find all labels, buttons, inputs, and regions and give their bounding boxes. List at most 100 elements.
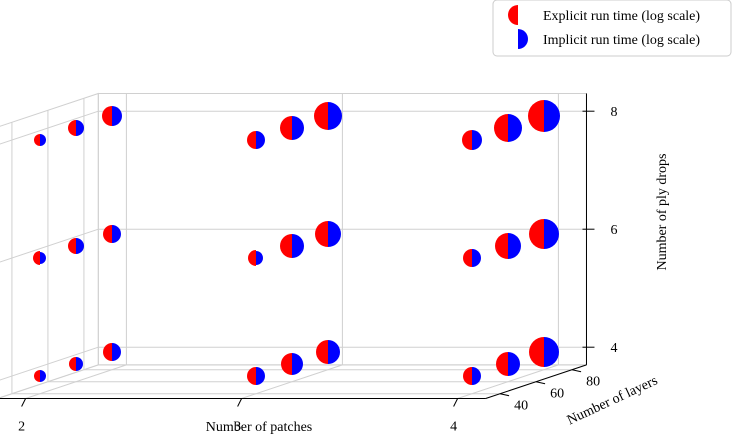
x-axis-label: Number of patches [206,420,313,435]
y-tick [499,393,510,397]
explicit-half-marker [103,225,112,243]
x-tick [21,398,27,407]
implicit-half-marker [508,114,522,142]
legend-label-implicit: Implicit run time (log scale) [543,33,700,48]
data-point [247,131,265,149]
x-tick-label: 4 [450,420,457,435]
explicit-half-marker [462,130,472,150]
x-tick-label: 3 [234,420,241,435]
implicit-half-marker [40,252,46,264]
implicit-half-marker [544,219,559,249]
data-point [68,238,84,254]
z-axis-label: Number of ply drops [655,153,670,270]
legend-implicit-half-marker [518,29,528,49]
data-point [494,114,522,142]
explicit-half-marker [314,102,328,130]
explicit-half-marker [280,116,292,140]
implicit-half-marker [76,238,84,254]
explicit-half-marker [102,106,112,126]
explicit-half-marker [496,352,508,376]
implicit-half-marker [112,343,121,361]
implicit-half-marker [112,106,122,126]
y-axis-label: Number of layers [565,373,660,428]
data-point [529,337,559,367]
implicit-half-marker [544,337,559,367]
explicit-half-marker [316,340,328,364]
data-point [33,251,46,265]
z-tick-label: 8 [610,105,617,120]
explicit-half-marker [248,250,256,266]
data-point [463,367,481,385]
data-point [463,249,481,267]
legend-explicit-half-marker [508,5,518,25]
implicit-half-marker [472,367,481,385]
implicit-half-marker [40,134,46,146]
data-point [103,225,121,243]
grid-left-z [0,346,99,381]
explicit-half-marker [494,114,508,142]
implicit-half-marker [76,120,84,136]
implicit-half-marker [544,100,560,132]
data-point [495,233,521,259]
implicit-half-marker [256,367,265,385]
legend-marker-explicit [508,5,518,25]
implicit-half-marker [76,357,83,371]
grid-left-z [0,110,99,145]
implicit-half-marker [292,353,303,375]
explicit-half-marker [315,221,328,247]
explicit-half-marker [528,100,544,132]
data-point [280,116,304,140]
legend-frame [492,0,732,57]
y-tick-label: 40 [514,399,528,414]
implicit-half-marker [292,234,304,258]
marker-layer [33,100,560,385]
data-point [314,102,342,130]
data-point [69,357,83,371]
explicit-half-marker [247,367,256,385]
legend-label-explicit: Explicit run time (log scale) [543,9,700,24]
data-point [496,352,520,376]
explicit-half-marker [68,120,76,136]
data-point [316,340,340,364]
explicit-half-marker [495,233,508,259]
implicit-half-marker [328,340,340,364]
explicit-half-marker [529,219,544,249]
data-point [528,100,560,132]
explicit-half-marker [463,249,472,267]
implicit-half-marker [472,249,481,267]
data-point [103,343,121,361]
implicit-half-marker [256,251,263,265]
implicit-half-marker [328,102,342,130]
data-point [102,106,122,126]
implicit-half-marker [256,131,265,149]
implicit-half-marker [112,225,121,243]
explicit-half-marker [463,367,472,385]
explicit-half-marker [34,134,40,146]
x-tick [453,398,459,407]
y-tick [535,381,546,385]
explicit-half-marker [529,337,544,367]
legend: Explicit run time (log scale) Implicit r… [492,0,732,57]
y-tick-label: 60 [550,387,564,402]
data-point [529,219,559,249]
y-axis-line [485,364,587,399]
implicit-half-marker [328,221,341,247]
explicit-half-marker [281,353,292,375]
z-tick-label: 4 [610,341,617,356]
explicit-half-marker [69,357,76,371]
z-tick-label: 6 [610,223,617,238]
implicit-half-marker [292,116,304,140]
implicit-half-marker [472,130,482,150]
explicit-half-marker [68,238,76,254]
explicit-half-marker [247,131,256,149]
implicit-half-marker [508,233,521,259]
y-tick [571,369,582,373]
implicit-half-marker [40,370,46,382]
data-point [280,234,304,258]
data-point [281,353,303,375]
data-point [248,250,263,266]
explicit-half-marker [33,251,40,265]
x-tick-label: 2 [18,420,25,435]
data-point [315,221,341,247]
